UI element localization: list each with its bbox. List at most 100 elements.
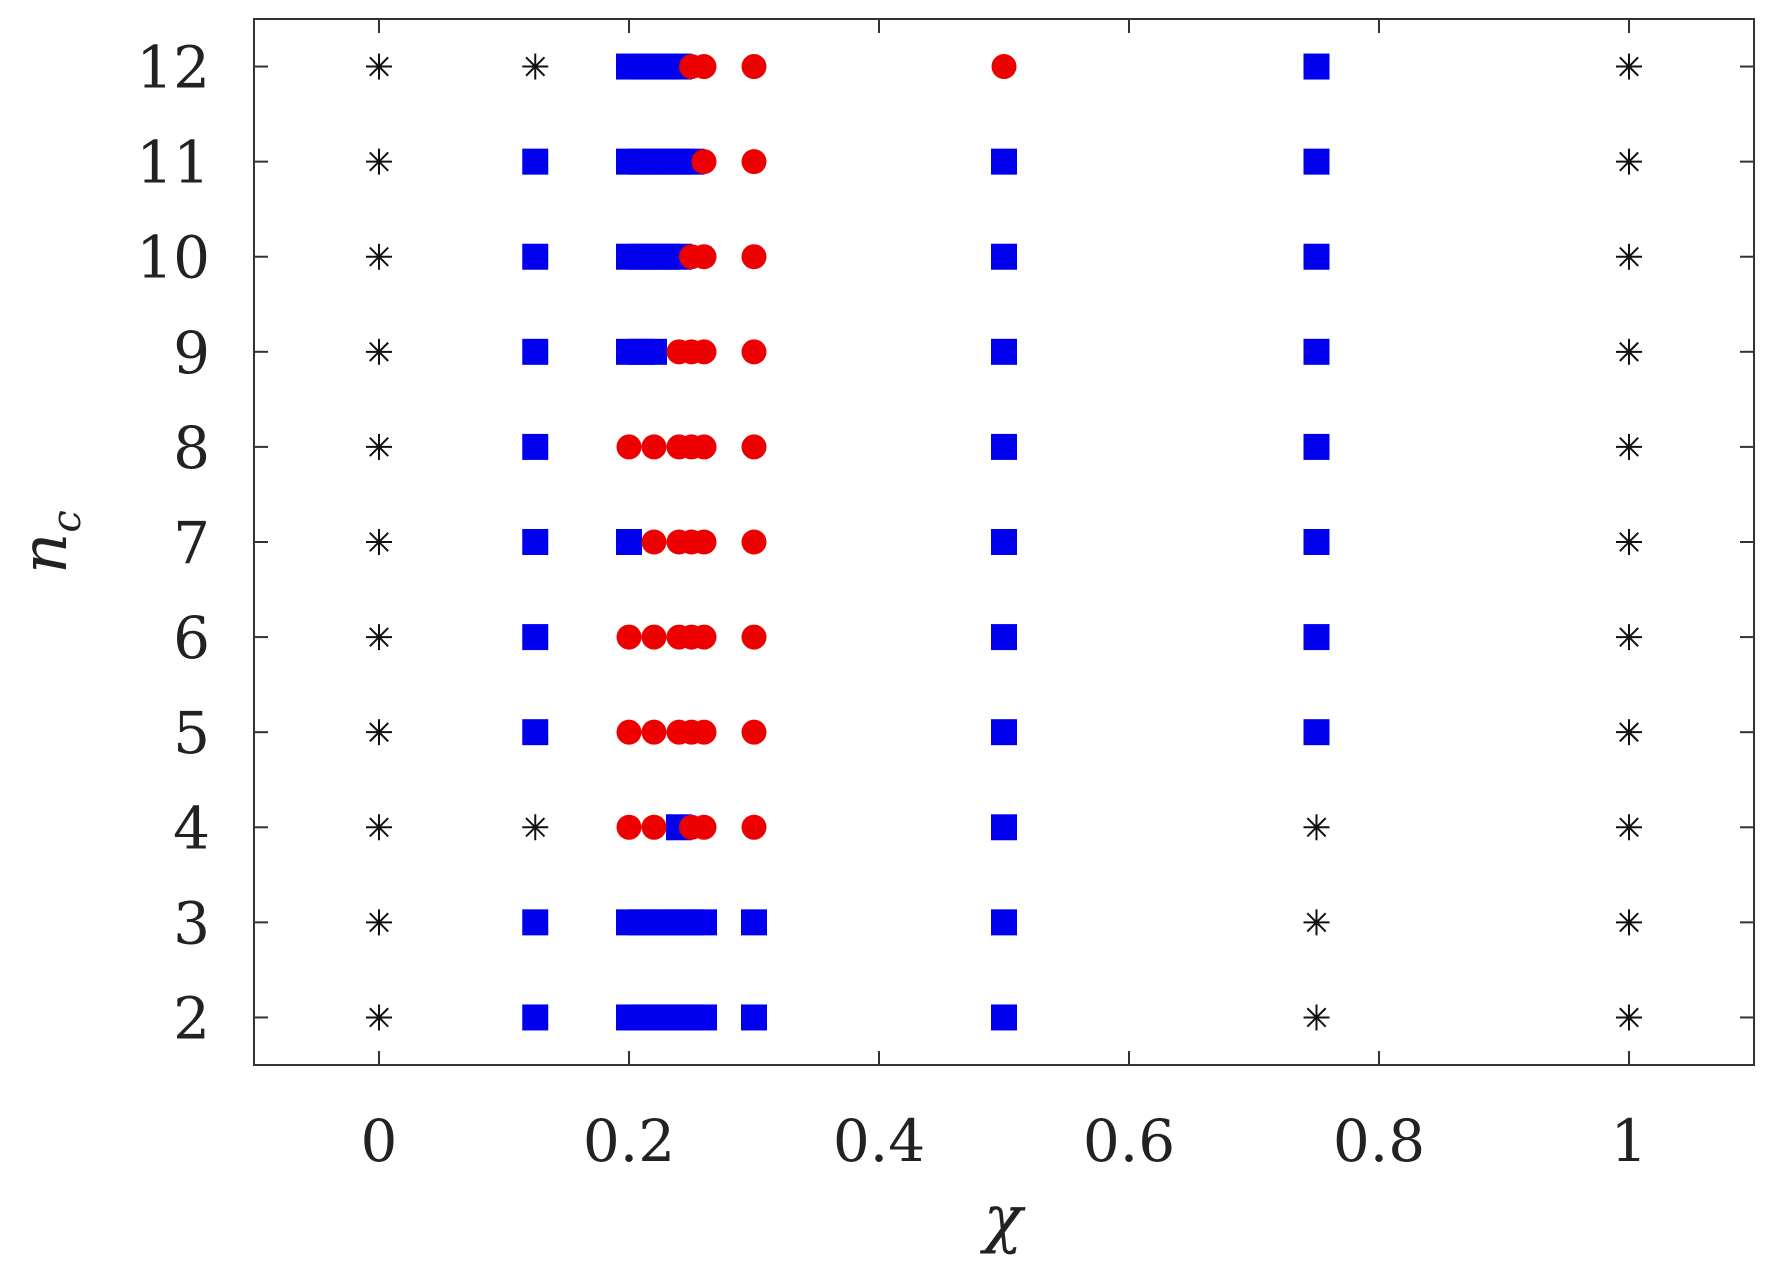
asterisk-marker: [1616, 529, 1642, 555]
asterisk-marker: [522, 53, 549, 80]
square-marker: [1303, 719, 1330, 746]
square-marker: [991, 243, 1017, 270]
y-tick-labels: 2 3 4 5 6 7 8 9 10 11 12: [136, 34, 210, 1053]
y-axis-label-sub: c: [44, 510, 90, 532]
circle-marker: [741, 54, 767, 80]
square-marker: [991, 148, 1017, 175]
circle-marker: [641, 624, 667, 650]
asterisk-marker: [366, 243, 392, 270]
square-marker: [522, 243, 549, 270]
asterisk-marker: [366, 148, 392, 175]
square-marker: [991, 719, 1017, 746]
circle-marker: [641, 814, 667, 840]
circle-marker: [691, 244, 717, 270]
circle-marker: [691, 624, 717, 650]
square-marker: [691, 909, 717, 936]
y-axis-label-base: n: [8, 533, 82, 574]
circle-marker: [691, 529, 717, 555]
square-marker: [522, 1004, 549, 1031]
asterisk-marker: [1616, 1004, 1642, 1031]
square-marker: [1303, 433, 1330, 460]
square-marker: [991, 433, 1017, 460]
square-marker: [991, 338, 1017, 365]
circle-marker: [691, 814, 717, 840]
y-tick-label: 11: [136, 129, 210, 197]
square-marker: [522, 909, 549, 936]
circle-marker: [616, 814, 642, 840]
asterisk-marker: [1616, 53, 1642, 80]
square-marker: [522, 624, 549, 651]
circle-marker: [741, 529, 767, 555]
y-tick-label: 6: [173, 604, 210, 672]
y-tick-label: 10: [136, 224, 210, 292]
asterisk-marker: [366, 719, 392, 746]
square-marker: [1303, 338, 1330, 365]
asterisk-marker: [1616, 909, 1642, 936]
asterisk-marker: [1303, 909, 1330, 936]
square-marker: [991, 909, 1017, 936]
asterisk-marker: [366, 624, 392, 651]
asterisk-marker: [1303, 814, 1330, 841]
square-marker: [522, 148, 549, 175]
x-tick-label: 0.6: [1083, 1107, 1175, 1175]
asterisk-marker: [1616, 148, 1642, 175]
circle-marker: [741, 719, 767, 745]
y-tick-label: 5: [173, 699, 210, 767]
square-marker: [641, 338, 667, 365]
asterisk-marker: [366, 909, 392, 936]
circle-marker: [691, 54, 717, 80]
circle-marker: [741, 244, 767, 270]
circle-marker: [741, 149, 767, 175]
y-tick-label: 2: [173, 984, 210, 1052]
x-tick-label: 0.8: [1333, 1107, 1425, 1175]
circle-marker: [741, 434, 767, 460]
asterisk-marker: [1616, 719, 1642, 746]
circle-marker: [616, 719, 642, 745]
asterisk-marker: [1616, 814, 1642, 841]
circle-marker: [616, 434, 642, 460]
x-axis-label: χ: [980, 1182, 1026, 1256]
y-axis-label: nc: [8, 510, 90, 574]
circle-marker: [616, 624, 642, 650]
circle-marker: [641, 434, 667, 460]
circle-marker: [691, 434, 717, 460]
circle-marker: [691, 719, 717, 745]
asterisk-marker: [366, 53, 392, 80]
square-marker: [522, 433, 549, 460]
circle-marker: [991, 54, 1017, 80]
asterisk-marker: [1616, 433, 1642, 460]
data-markers: [366, 53, 1642, 1031]
square-marker: [741, 1004, 767, 1031]
y-tick-label: 7: [173, 509, 210, 577]
square-marker: [1303, 53, 1330, 80]
x-tick-label: 0: [361, 1107, 398, 1175]
circle-marker: [641, 529, 667, 555]
asterisk-marker: [366, 433, 392, 460]
square-marker: [1303, 624, 1330, 651]
square-marker: [991, 814, 1017, 841]
y-tick-label: 4: [173, 794, 210, 862]
asterisk-marker: [1303, 1004, 1330, 1031]
y-tick-label: 3: [173, 889, 210, 957]
circle-marker: [741, 339, 767, 365]
y-tick-label: 9: [173, 319, 210, 387]
asterisk-marker: [522, 814, 549, 841]
asterisk-marker: [366, 529, 392, 555]
square-marker: [522, 529, 549, 555]
square-marker: [991, 624, 1017, 651]
x-tick-label: 1: [1611, 1107, 1648, 1175]
square-marker: [522, 719, 549, 746]
x-tick-label: 0.2: [583, 1107, 675, 1175]
y-tick-label: 8: [173, 414, 210, 482]
square-marker: [1303, 529, 1330, 555]
circle-marker: [641, 719, 667, 745]
circle-marker: [691, 339, 717, 365]
asterisk-marker: [1616, 338, 1642, 365]
circle-marker: [691, 149, 717, 175]
square-marker: [1303, 243, 1330, 270]
tick-marks: [254, 19, 1754, 1065]
x-tick-label: 0.4: [833, 1107, 925, 1175]
square-marker: [691, 1004, 717, 1031]
x-tick-labels: 0 0.2 0.4 0.6 0.8 1: [361, 1107, 1648, 1175]
